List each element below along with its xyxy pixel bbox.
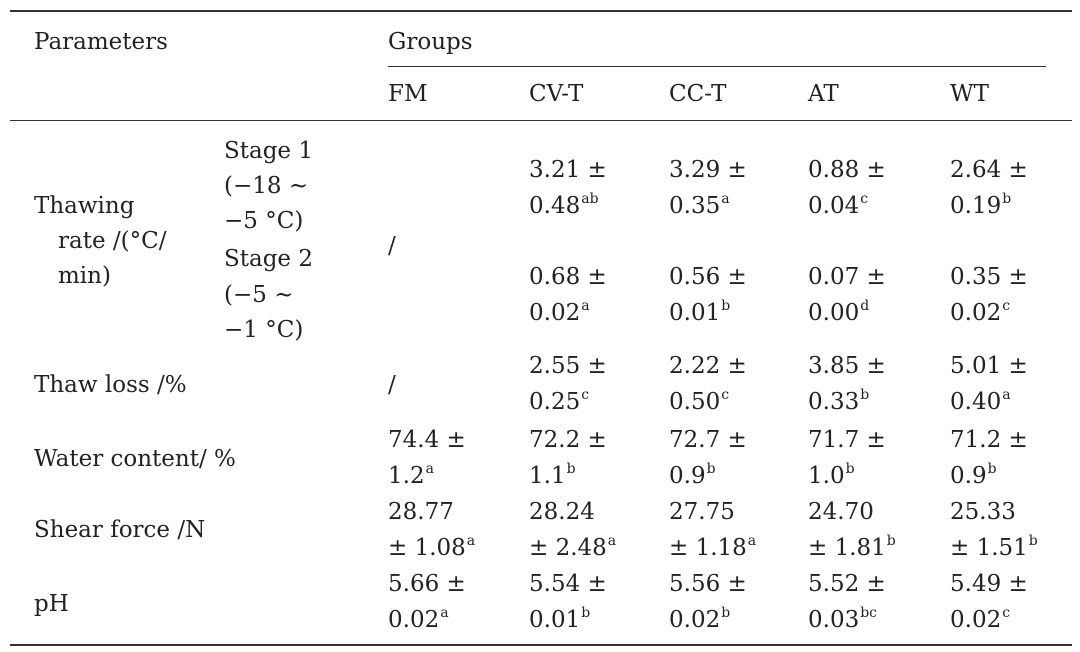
stage-2-label-line-1: Stage 2: [224, 246, 313, 272]
shear-force-cell-fm: 28.77 ± 1.08a: [388, 499, 476, 561]
header-groups: Groups: [388, 29, 473, 55]
thawing-rate-label-line-3: min): [58, 263, 111, 289]
water-content-cell-wt: 71.2 ± 0.9b: [950, 427, 1028, 489]
thaw-loss-cell-cv-t: 2.55 ± 0.25c: [529, 353, 607, 415]
stage-2-label-line-2: (−5 ~: [224, 282, 294, 308]
thaw-loss-label: Thaw loss /%: [34, 372, 187, 398]
stage-2-cell-cc-t: 0.56 ± 0.01b: [669, 264, 747, 326]
column-header-fm: FM: [388, 81, 428, 107]
ph-label: pH: [34, 591, 69, 617]
stage-1-label-line-1: Stage 1: [224, 138, 313, 164]
thaw-loss-cell-at: 3.85 ± 0.33b: [808, 353, 886, 415]
header-parameters: Parameters: [34, 29, 168, 55]
column-header-at: AT: [808, 81, 839, 107]
water-content-cell-cc-t: 72.7 ± 0.9b: [669, 427, 747, 489]
water-content-label: Water content/ %: [34, 446, 236, 472]
ph-cell-at: 5.52 ± 0.03bc: [808, 571, 886, 633]
thawing-rate-fm-slash: /: [388, 233, 396, 259]
top-rule: [10, 10, 1072, 12]
thawing-rate-label-line-2: rate /(°C/: [58, 228, 167, 254]
water-content-cell-cv-t: 72.2 ± 1.1b: [529, 427, 607, 489]
stage-1-label-line-3: −5 °C): [224, 208, 304, 234]
stage-1-cell-at: 0.88 ± 0.04c: [808, 157, 886, 219]
water-content-cell-fm: 74.4 ± 1.2a: [388, 427, 466, 489]
stage-2-cell-at: 0.07 ± 0.00d: [808, 264, 886, 326]
column-header-wt: WT: [950, 81, 989, 107]
stage-1-cell-cc-t: 3.29 ± 0.35a: [669, 157, 747, 219]
header-bottom-rule: [10, 120, 1072, 121]
bottom-rule: [10, 644, 1072, 646]
stage-2-cell-wt: 0.35 ± 0.02c: [950, 264, 1028, 326]
shear-force-cell-cv-t: 28.24 ± 2.48a: [529, 499, 617, 561]
stage-2-cell-cv-t: 0.68 ± 0.02a: [529, 264, 607, 326]
groups-subrule: [388, 66, 1046, 67]
shear-force-cell-at: 24.70 ± 1.81b: [808, 499, 896, 561]
stage-2-label-line-3: −1 °C): [224, 317, 304, 343]
stage-1-cell-cv-t: 3.21 ± 0.48ab: [529, 157, 607, 219]
ph-cell-fm: 5.66 ± 0.02a: [388, 571, 466, 633]
thawing-rate-label-line-1: Thawing: [34, 193, 135, 219]
water-content-cell-at: 71.7 ± 1.0b: [808, 427, 886, 489]
stage-1-cell-wt: 2.64 ± 0.19b: [950, 157, 1028, 219]
ph-cell-wt: 5.49 ± 0.02c: [950, 571, 1028, 633]
thaw-loss-cell-cc-t: 2.22 ± 0.50c: [669, 353, 747, 415]
thaw-loss-cell-wt: 5.01 ± 0.40a: [950, 353, 1028, 415]
shear-force-label: Shear force /N: [34, 517, 206, 543]
ph-cell-cv-t: 5.54 ± 0.01b: [529, 571, 607, 633]
stage-1-label-line-2: (−18 ~: [224, 173, 309, 199]
ph-cell-cc-t: 5.56 ± 0.02b: [669, 571, 747, 633]
column-header-cc-t: CC-T: [669, 81, 727, 107]
shear-force-cell-cc-t: 27.75 ± 1.18a: [669, 499, 757, 561]
shear-force-cell-wt: 25.33 ± 1.51b: [950, 499, 1038, 561]
thaw-loss-fm-slash: /: [388, 372, 396, 398]
column-header-cv-t: CV-T: [529, 81, 584, 107]
